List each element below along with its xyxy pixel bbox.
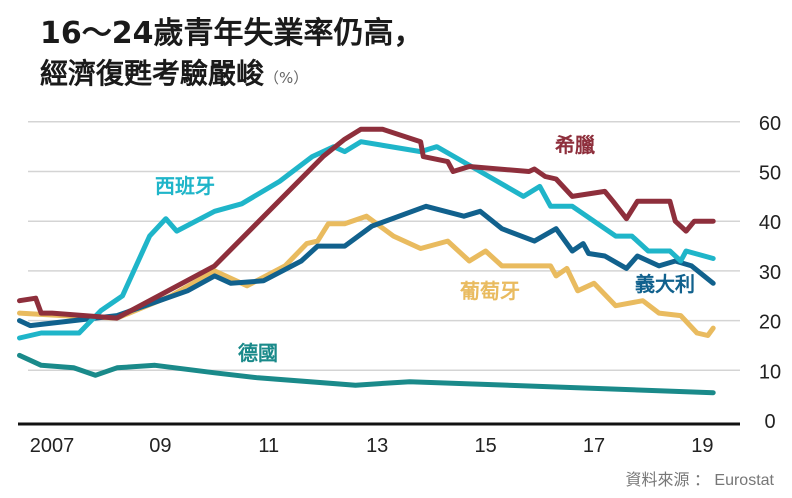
series-line-2 <box>17 203 716 329</box>
series-line-1 <box>17 139 716 341</box>
series-label: 希臘 <box>555 133 595 157</box>
x-tick-label: 17 <box>583 435 605 457</box>
y-tick-label: 0 <box>764 411 775 433</box>
series-line-0 <box>17 126 716 321</box>
y-tick-label: 40 <box>759 212 781 234</box>
x-tick-label: 15 <box>474 435 496 457</box>
y-tick-label: 50 <box>759 163 781 185</box>
series-label: 西班牙 <box>155 174 215 198</box>
series-label: 義大利 <box>635 272 695 296</box>
series-line-4 <box>17 352 716 396</box>
x-tick-label: 09 <box>149 435 171 457</box>
x-tick-label: 19 <box>691 435 713 457</box>
y-tick-label: 10 <box>759 361 781 383</box>
x-tick-label: 13 <box>366 435 388 457</box>
x-tick-label: 2007 <box>30 435 75 457</box>
y-tick-label: 30 <box>759 262 781 284</box>
y-tick-label: 60 <box>759 113 781 135</box>
series-label: 葡萄牙 <box>459 279 520 303</box>
series-label: 德國 <box>238 341 278 365</box>
y-tick-label: 20 <box>759 312 781 334</box>
source-note: 資料來源 ： Eurostat <box>625 472 774 489</box>
chart-title-line2: 經濟復甦考驗嚴峻（%） <box>40 52 308 92</box>
title-line2-text: 經濟復甦考驗嚴峻 <box>40 57 265 90</box>
x-tick-label: 11 <box>258 435 279 457</box>
chart-title-line1: 16～24歲青年失業率仍高， <box>40 16 424 51</box>
unit-label: （%） <box>264 69 309 87</box>
